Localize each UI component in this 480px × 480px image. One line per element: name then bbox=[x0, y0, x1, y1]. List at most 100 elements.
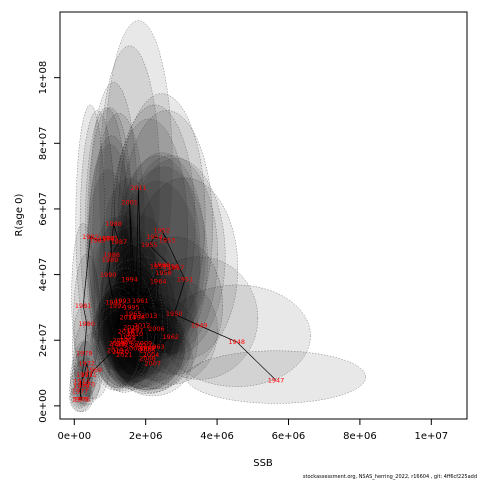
confidence-ellipse-1948 bbox=[162, 284, 311, 387]
year-label-2016: 2016 bbox=[118, 328, 135, 336]
year-label-1965: 1965 bbox=[125, 310, 142, 318]
year-label-1995: 1995 bbox=[123, 304, 140, 312]
year-label-1994: 1994 bbox=[121, 276, 138, 284]
year-label-1987: 1987 bbox=[111, 238, 128, 246]
year-label-2021: 2021 bbox=[116, 351, 133, 359]
year-label-1972: 1972 bbox=[79, 359, 96, 367]
y-tick-label: 4e+07 bbox=[38, 258, 49, 292]
confidence-ellipse-1980 bbox=[73, 253, 101, 379]
year-label-2008: 2008 bbox=[139, 355, 156, 363]
year-label-2019: 2019 bbox=[107, 346, 124, 354]
confidence-ellipse-1979 bbox=[72, 304, 97, 392]
confidence-ellipse-1947 bbox=[186, 350, 366, 404]
year-label-1971: 1971 bbox=[80, 371, 97, 379]
year-label-1980: 1980 bbox=[79, 320, 96, 328]
year-label-2014: 2014 bbox=[120, 313, 137, 321]
stock-recruitment-trajectory bbox=[79, 187, 277, 400]
x-tick-label: 2e+06 bbox=[129, 431, 163, 442]
year-label-1970: 1970 bbox=[79, 381, 96, 389]
year-label-1979: 1979 bbox=[76, 350, 93, 358]
year-label-1983: 1983 bbox=[89, 236, 106, 244]
confidence-ellipse-1949 bbox=[140, 256, 259, 380]
y-tick-label: 1e+08 bbox=[38, 61, 49, 95]
year-label-1953: 1953 bbox=[159, 236, 176, 244]
x-tick-label: 6e+06 bbox=[272, 431, 306, 442]
confidence-ellipse-1976 bbox=[70, 383, 94, 412]
year-label-2007: 2007 bbox=[145, 359, 162, 367]
year-label-2018: 2018 bbox=[109, 340, 126, 348]
y-axis-title: R(age 0) bbox=[14, 193, 25, 236]
year-label-2003: 2003 bbox=[137, 345, 154, 353]
y-tick-label: 2e+07 bbox=[38, 323, 49, 357]
confidence-ellipse-1981 bbox=[71, 222, 95, 371]
confidence-ellipse-1984 bbox=[85, 107, 128, 342]
year-label-1961: 1961 bbox=[132, 297, 149, 305]
confidence-ellipse-1995 bbox=[100, 225, 163, 372]
year-label-1997: 1997 bbox=[127, 327, 144, 335]
x-tick-label: 8e+06 bbox=[343, 431, 377, 442]
year-label-1989: 1989 bbox=[102, 256, 119, 264]
confidence-ellipse-1969 bbox=[77, 332, 111, 399]
year-label-2013: 2013 bbox=[141, 312, 158, 320]
year-label-2020: 2020 bbox=[112, 348, 129, 356]
year-label-1993: 1993 bbox=[114, 297, 131, 305]
year-label-1955: 1955 bbox=[141, 241, 158, 249]
confidence-ellipse-1960 bbox=[118, 152, 206, 353]
year-label-1996: 1996 bbox=[129, 313, 146, 321]
confidence-ellipse-2002 bbox=[104, 290, 173, 389]
y-tick-label: 0e+00 bbox=[38, 389, 49, 423]
year-label-1957: 1957 bbox=[168, 264, 185, 272]
confidence-ellipse-2003 bbox=[108, 295, 183, 390]
confidence-ellipse-2019 bbox=[90, 298, 141, 391]
confidence-ellipse-2020 bbox=[93, 301, 148, 392]
year-label-1963: 1963 bbox=[148, 343, 165, 351]
confidence-ellipse-2008 bbox=[109, 312, 186, 394]
year-label-1967: 1967 bbox=[139, 345, 156, 353]
x-tick-label: 4e+06 bbox=[200, 431, 234, 442]
y-tick-label: 6e+07 bbox=[38, 192, 49, 226]
y-tick-label: 8e+07 bbox=[38, 126, 49, 160]
year-label-1986: 1986 bbox=[104, 251, 121, 259]
year-label-1959: 1959 bbox=[150, 263, 167, 271]
confidence-ellipse-1959 bbox=[115, 155, 201, 354]
year-label-1977: 1977 bbox=[72, 387, 89, 395]
year-label-2002: 2002 bbox=[130, 341, 147, 349]
x-axis: 0e+00 2e+06 4e+06 6e+06 8e+06 1e+07 bbox=[57, 419, 448, 442]
year-label-1992: 1992 bbox=[109, 302, 126, 310]
confidence-ellipse-1956 bbox=[123, 155, 218, 354]
year-label-1975: 1975 bbox=[72, 396, 89, 404]
year-label-2010: 2010 bbox=[127, 330, 144, 338]
year-label-2001: 2001 bbox=[121, 199, 138, 207]
year-label-1976: 1976 bbox=[74, 396, 91, 404]
year-label-1964: 1964 bbox=[150, 277, 167, 285]
year-label-1947: 1947 bbox=[268, 377, 285, 385]
year-label-1966: 1966 bbox=[120, 336, 137, 344]
confidence-ellipse-2018 bbox=[91, 287, 143, 388]
year-label-2006: 2006 bbox=[148, 325, 165, 333]
year-label-1948: 1948 bbox=[228, 338, 245, 346]
year-label-1949: 1949 bbox=[191, 322, 208, 330]
confidence-ellipse-2009 bbox=[107, 287, 181, 388]
confidence-ellipse-2017 bbox=[93, 282, 148, 387]
confidence-ellipse-1957 bbox=[126, 158, 226, 355]
year-label-2015: 2015 bbox=[123, 323, 140, 331]
year-label-1990: 1990 bbox=[100, 271, 117, 279]
year-label-1954: 1954 bbox=[146, 233, 163, 241]
year-label-1974: 1974 bbox=[73, 378, 90, 386]
year-label-1981: 1981 bbox=[75, 302, 92, 310]
year-label-1999: 1999 bbox=[116, 340, 133, 348]
year-label-1960: 1960 bbox=[154, 261, 171, 269]
confidence-ellipse-1953 bbox=[121, 110, 213, 343]
confidence-ellipse-2001 bbox=[99, 45, 161, 326]
year-label-2000: 2000 bbox=[125, 345, 142, 353]
plot-frame bbox=[59, 11, 468, 420]
confidence-ellipse-2005 bbox=[109, 298, 186, 391]
year-label-1950: 1950 bbox=[166, 310, 183, 318]
x-tick-label: 1e+07 bbox=[414, 431, 448, 442]
confidence-ellipse-1985 bbox=[87, 107, 133, 342]
year-label-1973: 1973 bbox=[76, 371, 93, 379]
year-label-1952: 1952 bbox=[154, 227, 171, 235]
footer-credit: stockassessment.org, NSAS_herring_2022, … bbox=[303, 474, 477, 480]
year-label-2009: 2009 bbox=[136, 340, 153, 348]
